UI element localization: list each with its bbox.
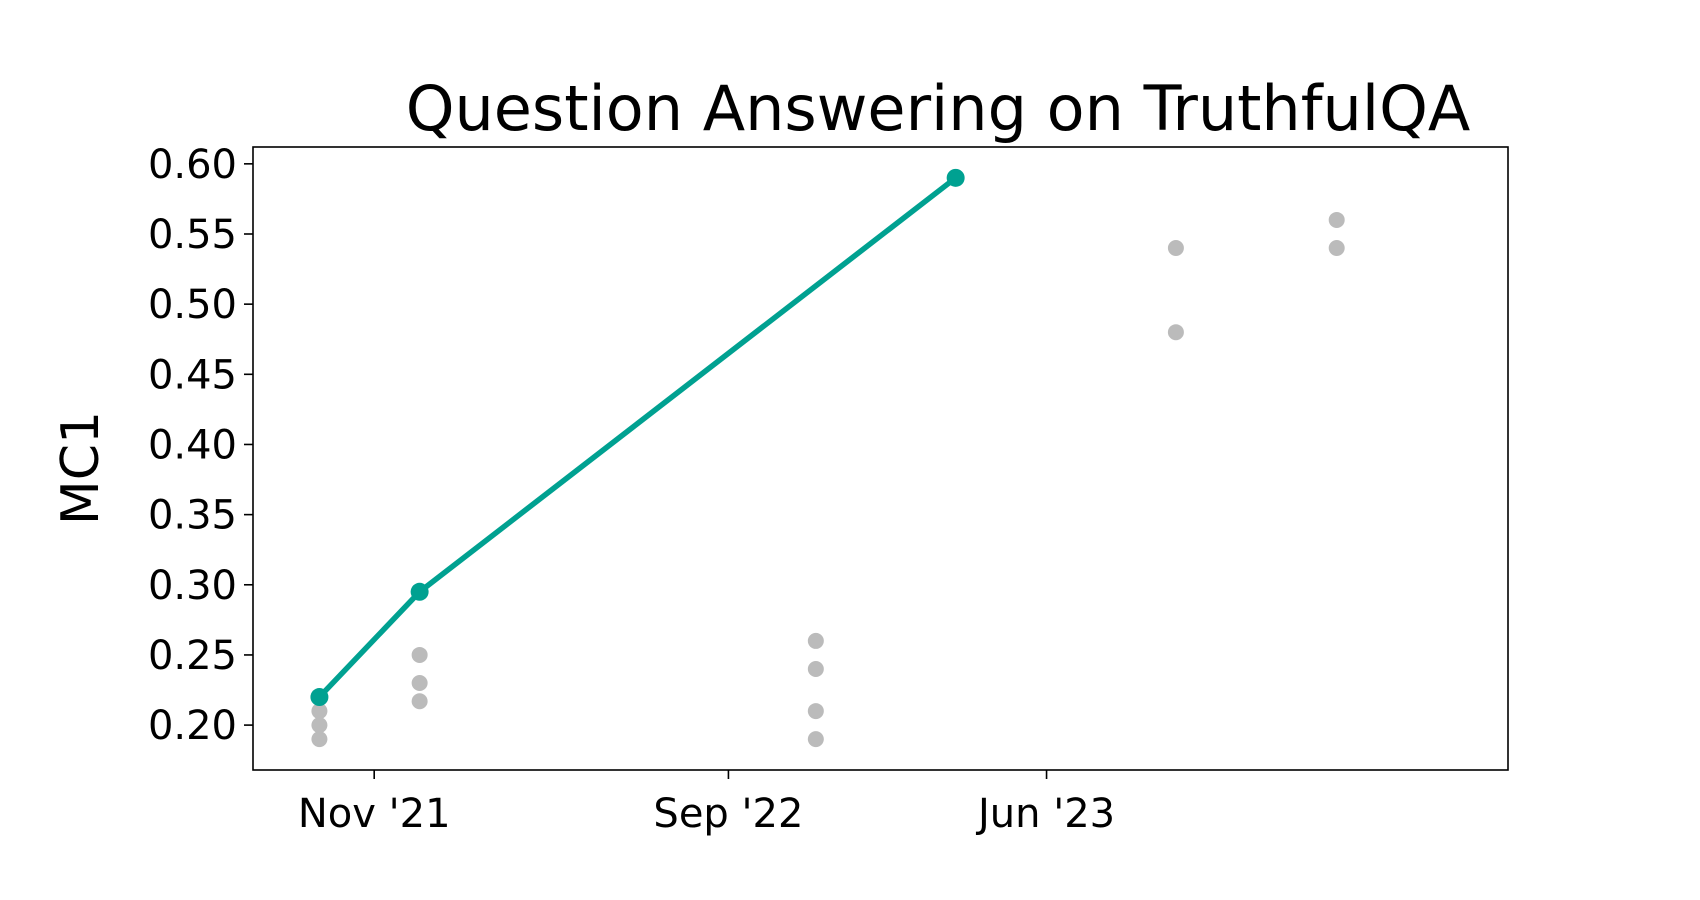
y-tick-label: 0.50 [148, 282, 237, 328]
sota-point [946, 168, 965, 187]
scatter-point [311, 717, 328, 734]
y-axis-label: MC1 [51, 411, 111, 525]
y-tick-label: 0.20 [148, 703, 237, 749]
sota-line [316, 175, 959, 700]
scatter-point [1328, 240, 1345, 257]
chart-title: Question Answering on TruthfulQA [406, 72, 1471, 145]
scatter-point [311, 703, 328, 720]
scatter-point [807, 703, 824, 720]
y-tick-label: 0.35 [148, 493, 237, 539]
y-tick-label: 0.55 [148, 212, 237, 258]
scatter-point [1328, 211, 1345, 228]
scatter-point [411, 646, 428, 663]
y-tick-label: 0.60 [148, 142, 237, 188]
scatter-point [411, 675, 428, 692]
plot-area: 0.20 0.25 0.30 0.35 0.40 0.45 0.50 0.55 0.60 Nov … [148, 142, 1509, 837]
plot-frame [252, 146, 1509, 771]
y-tick-label: 0.30 [148, 563, 237, 609]
scatter-point [1167, 240, 1184, 257]
sota-point [310, 688, 329, 707]
x-tick-label: Sep '22 [653, 791, 803, 837]
scatter-point [807, 731, 824, 748]
scatter-point [411, 693, 428, 710]
scatter-point [807, 632, 824, 649]
y-tick-label: 0.45 [148, 352, 237, 398]
x-tick-label: Jun '23 [975, 791, 1115, 837]
y-tick-label: 0.25 [148, 633, 237, 679]
scatter-point [807, 660, 824, 677]
y-tick-label: 0.40 [148, 422, 237, 468]
sota-point [410, 582, 429, 601]
x-tick-label: Nov '21 [298, 791, 451, 837]
scatter-point [1167, 324, 1184, 341]
scatter-point [311, 731, 328, 748]
